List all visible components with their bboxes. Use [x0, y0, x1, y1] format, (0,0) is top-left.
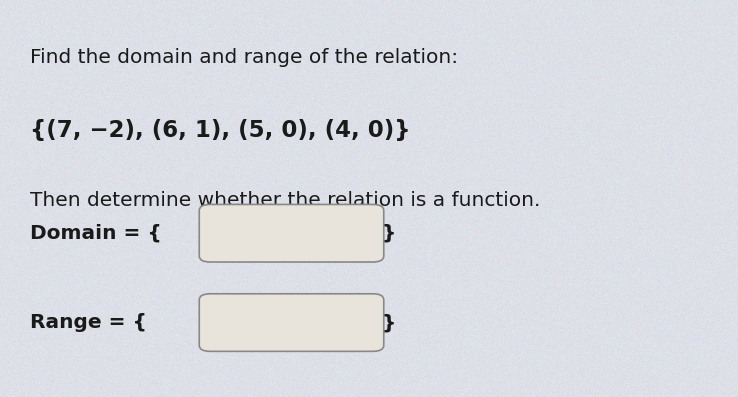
Text: }: }	[382, 313, 396, 332]
Text: Find the domain and range of the relation:: Find the domain and range of the relatio…	[30, 48, 458, 67]
Text: Range = {: Range = {	[30, 313, 146, 332]
Text: Domain = {: Domain = {	[30, 224, 162, 243]
Text: }: }	[382, 224, 396, 243]
Text: {(7, −2), (6, 1), (5, 0), (4, 0)}: {(7, −2), (6, 1), (5, 0), (4, 0)}	[30, 119, 410, 142]
Text: Then determine whether the relation is a function.: Then determine whether the relation is a…	[30, 191, 540, 210]
FancyBboxPatch shape	[199, 294, 384, 351]
FancyBboxPatch shape	[199, 204, 384, 262]
